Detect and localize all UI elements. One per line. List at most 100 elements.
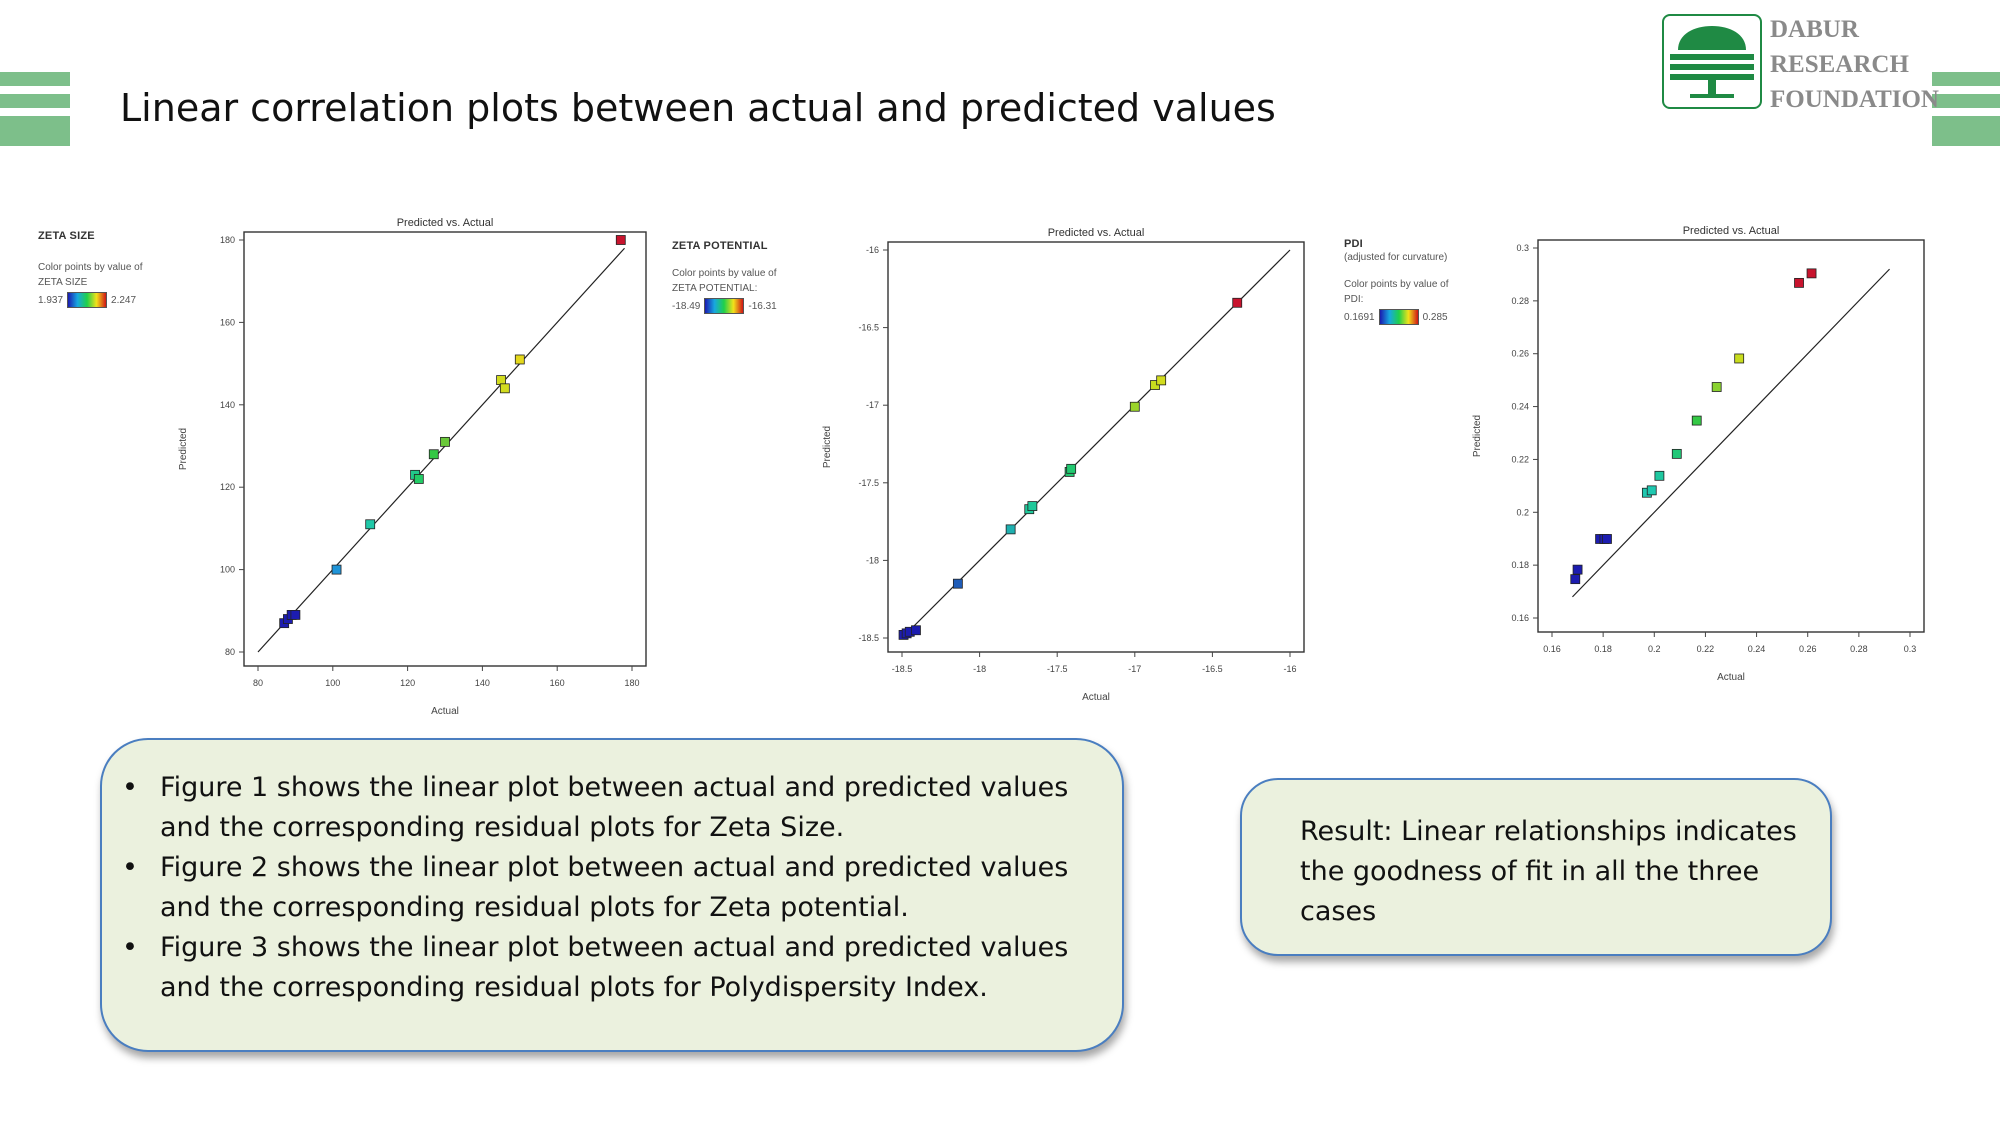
right-deco-bar-2 [1932, 94, 2000, 108]
y-tick-label: 0.26 [1511, 349, 1529, 359]
y-tick-label: -18 [866, 555, 879, 565]
x-tick-label: -16 [1283, 664, 1296, 674]
summary-bullet-2: • Figure 2 shows the linear plot between … [122, 848, 1082, 928]
data-point [1572, 564, 1583, 575]
data-point [499, 383, 510, 394]
y-tick-label: -17.5 [858, 478, 879, 488]
bullet-dot-icon: • [122, 772, 138, 803]
data-point [1734, 353, 1745, 364]
chart-title: Predicted vs. Actual [1048, 227, 1145, 239]
data-point [1570, 574, 1581, 585]
y-tick-label: 0.16 [1511, 613, 1529, 623]
legend-min: 1.937 [38, 294, 64, 306]
data-point [1711, 382, 1722, 392]
legend-color-by: Color points by value of [38, 262, 143, 273]
x-tick-label: 0.3 [1904, 644, 1917, 654]
summary-text-1: Figure 1 shows the linear plot between a… [160, 772, 1069, 843]
summary-list: • Figure 1 shows the linear plot between … [102, 740, 1122, 1008]
left-deco-bar-3 [0, 116, 70, 146]
legend-heading: ZETA SIZE [38, 230, 95, 242]
x-tick-label: 140 [475, 678, 490, 688]
legend-zeta-size: ZETA SIZE Color points by value of ZETA … [38, 230, 178, 308]
slide-title: Linear correlation plots between actual … [120, 86, 1276, 130]
x-tick-label: -17.5 [1047, 664, 1068, 674]
y-tick-label: 0.3 [1516, 243, 1529, 253]
y-axis-label: Predicted [822, 426, 833, 468]
color-gradient-bar [67, 292, 108, 308]
fit-line [257, 247, 625, 653]
fit-line [1572, 268, 1890, 598]
data-point [1654, 470, 1665, 481]
data-point [1794, 277, 1804, 288]
data-point [615, 235, 626, 245]
data-point [1232, 297, 1243, 308]
left-deco-bar-1 [0, 72, 70, 86]
data-point [514, 354, 525, 365]
data-point [1027, 501, 1038, 511]
chart-title: Predicted vs. Actual [1683, 225, 1780, 237]
logo-line-1: DABUR [1770, 16, 1859, 43]
color-gradient-bar [1378, 309, 1419, 325]
legend-color-by: Color points by value of [1344, 279, 1449, 290]
legend-zeta-potential: ZETA POTENTIAL Color points by value of … [672, 240, 822, 314]
x-tick-label: -16.5 [1202, 664, 1223, 674]
x-axis-label: Actual [431, 706, 459, 717]
logo-line-3: FOUNDATION [1770, 86, 1939, 113]
x-tick-label: 80 [253, 678, 263, 688]
summary-text-2: Figure 2 shows the linear plot between a… [160, 852, 1069, 923]
data-point [365, 519, 376, 530]
data-point [1671, 448, 1682, 459]
zeta-potential-scatter-chart: Predicted vs. Actual -18.5 -18 -17.5 -17 -16.… [822, 227, 1305, 703]
y-tick-label: 0.22 [1511, 454, 1529, 464]
logo-wordmark: DABUR RESEARCH FOUNDATION [1770, 12, 1939, 117]
x-axis-label: Actual [1717, 672, 1745, 683]
legend-max: -16.31 [748, 300, 777, 312]
y-tick-label: -17 [866, 400, 879, 410]
right-deco-bar-1 [1932, 72, 2000, 86]
x-tick-label: 0.16 [1543, 644, 1561, 654]
legend-max: 2.247 [111, 294, 137, 306]
legend-variable: ZETA SIZE [38, 277, 88, 288]
data-point [952, 578, 963, 589]
x-tick-label: 180 [624, 678, 639, 688]
data-point [1806, 268, 1817, 279]
result-box: Result: Linear relationships indicates t… [1240, 778, 1832, 956]
result-text: Result: Linear relationships indicates t… [1300, 816, 1797, 927]
x-tick-label: 160 [550, 678, 565, 688]
x-tick-label: 0.28 [1850, 644, 1868, 654]
legend-max: 0.285 [1422, 311, 1448, 323]
data-point [440, 436, 450, 447]
y-axis-label: Predicted [178, 428, 189, 470]
legend-variable: ZETA POTENTIAL: [672, 283, 758, 294]
x-axis-label: Actual [1082, 692, 1110, 703]
legend-min: -18.49 [672, 300, 701, 312]
data-point [331, 564, 342, 575]
legend-variable: PDI: [1344, 294, 1364, 305]
data-point [413, 474, 424, 484]
y-tick-label: 0.2 [1516, 507, 1529, 517]
legend-color-by: Color points by value of [672, 268, 777, 279]
zeta-size-scatter-chart: Predicted vs. Actual 80 100 120 140 160 180 80 1… [178, 217, 647, 717]
y-tick-label: 80 [225, 647, 235, 657]
x-tick-label: 0.26 [1799, 644, 1817, 654]
y-tick-label: 180 [220, 235, 235, 245]
x-tick-label: -17 [1128, 664, 1141, 674]
y-tick-label: -16.5 [858, 323, 879, 333]
bullet-dot-icon: • [122, 932, 138, 963]
data-point [428, 449, 439, 460]
y-tick-label: 0.28 [1511, 296, 1529, 306]
data-point [1646, 485, 1657, 496]
data-point [1066, 463, 1077, 474]
y-tick-label: 0.18 [1511, 560, 1529, 570]
y-tick-label: 0.24 [1511, 402, 1529, 412]
x-tick-label: 120 [400, 678, 415, 688]
legend-pdi: PDI (adjusted for curvature) Color point… [1344, 238, 1484, 325]
logo-line-2: RESEARCH [1770, 51, 1909, 78]
x-tick-label: 0.18 [1594, 644, 1612, 654]
data-point [1156, 375, 1167, 386]
summary-bullet-3: • Figure 3 shows the linear plot between … [122, 928, 1082, 1008]
legend-color-ramp: 0.1691 0.285 [1344, 309, 1484, 325]
x-tick-label: 0.24 [1748, 644, 1766, 654]
y-axis-label: Predicted [1472, 415, 1483, 457]
y-tick-label: -18.5 [858, 633, 879, 643]
